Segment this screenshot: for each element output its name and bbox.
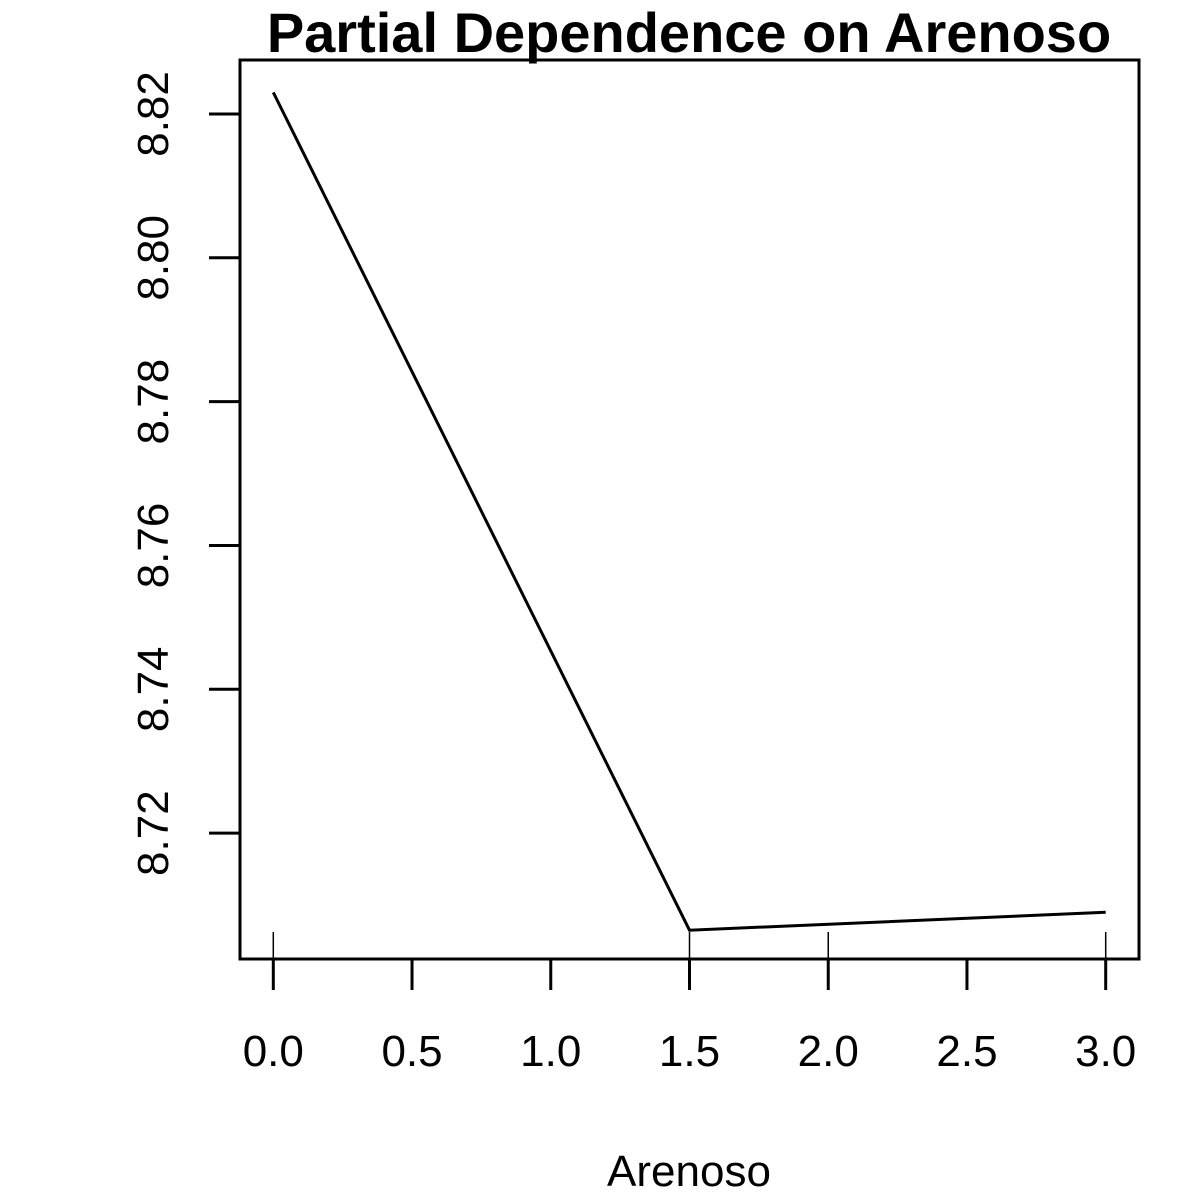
y-tick-label: 8.76 bbox=[129, 503, 178, 589]
y-tick-label: 8.80 bbox=[129, 215, 178, 301]
y-axis: 8.72 8.74 8.76 8.78 8.80 8.82 bbox=[129, 71, 240, 876]
x-axis: 0.0 0.5 1.0 1.5 2.0 2.5 3.0 bbox=[243, 959, 1136, 1076]
x-tick-label: 1.0 bbox=[520, 1027, 581, 1076]
x-tick-label: 0.5 bbox=[381, 1027, 442, 1076]
x-tick-label: 3.0 bbox=[1075, 1027, 1136, 1076]
y-tick-label: 8.78 bbox=[129, 359, 178, 445]
x-tick-label: 2.0 bbox=[798, 1027, 859, 1076]
chart-title: Partial Dependence on Arenoso bbox=[267, 1, 1111, 64]
rug-marks bbox=[272, 932, 1107, 959]
plot-frame bbox=[238, 58, 1141, 961]
x-axis-label: Arenoso bbox=[607, 1147, 771, 1196]
y-tick-label: 8.82 bbox=[129, 71, 178, 157]
y-tick-label: 8.74 bbox=[129, 646, 178, 732]
x-tick-label: 0.0 bbox=[243, 1027, 304, 1076]
x-tick-label: 2.5 bbox=[936, 1027, 997, 1076]
x-tick-label: 1.5 bbox=[659, 1027, 720, 1076]
y-tick-label: 8.72 bbox=[129, 790, 178, 876]
partial-dependence-line bbox=[271, 91, 1106, 932]
